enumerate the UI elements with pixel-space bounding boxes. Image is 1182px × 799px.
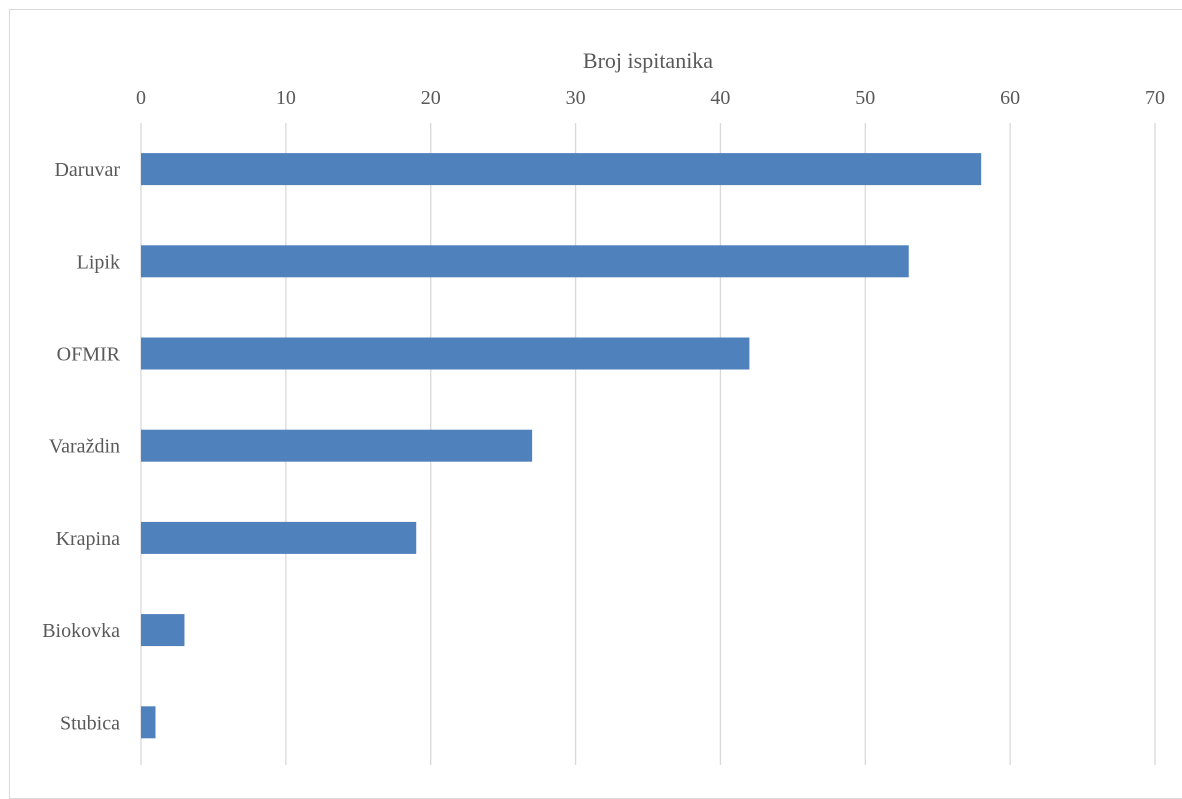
bars — [141, 153, 982, 739]
x-tick-label-10: 10 — [276, 87, 296, 109]
category-label-varaždin: Varaždin — [49, 436, 120, 458]
x-tick-label-60: 60 — [1000, 87, 1020, 109]
bar-lipik — [141, 245, 909, 278]
category-label-lipik: Lipik — [77, 251, 120, 273]
category-label-stubica: Stubica — [60, 712, 120, 734]
category-label-krapina: Krapina — [56, 528, 121, 550]
bar-stubica — [141, 706, 156, 739]
x-tick-label-30: 30 — [566, 87, 586, 109]
category-label-ofmir: OFMIR — [57, 344, 121, 366]
category-label-daruvar: Daruvar — [54, 159, 120, 181]
x-tick-label-40: 40 — [710, 87, 730, 109]
x-tick-label-70: 70 — [1145, 87, 1165, 109]
bar-varaždin — [141, 429, 533, 462]
x-tick-label-0: 0 — [136, 87, 146, 109]
bar-krapina — [141, 521, 417, 554]
x-tick-label-20: 20 — [421, 87, 441, 109]
x-tick-labels: 0 10 20 30 40 50 60 70 — [136, 87, 1165, 109]
bar-daruvar — [141, 153, 982, 186]
chart-frame — [9, 9, 1182, 799]
x-tick-label-50: 50 — [855, 87, 875, 109]
bar-biokovka — [141, 614, 185, 647]
category-labels: Daruvar Lipik OFMIR Varaždin Krapina Biokovka… — [42, 159, 120, 734]
x-axis-title: Broj ispitanika — [583, 48, 713, 73]
category-label-biokovka: Biokovka — [42, 620, 120, 642]
bar-ofmir — [141, 337, 750, 370]
